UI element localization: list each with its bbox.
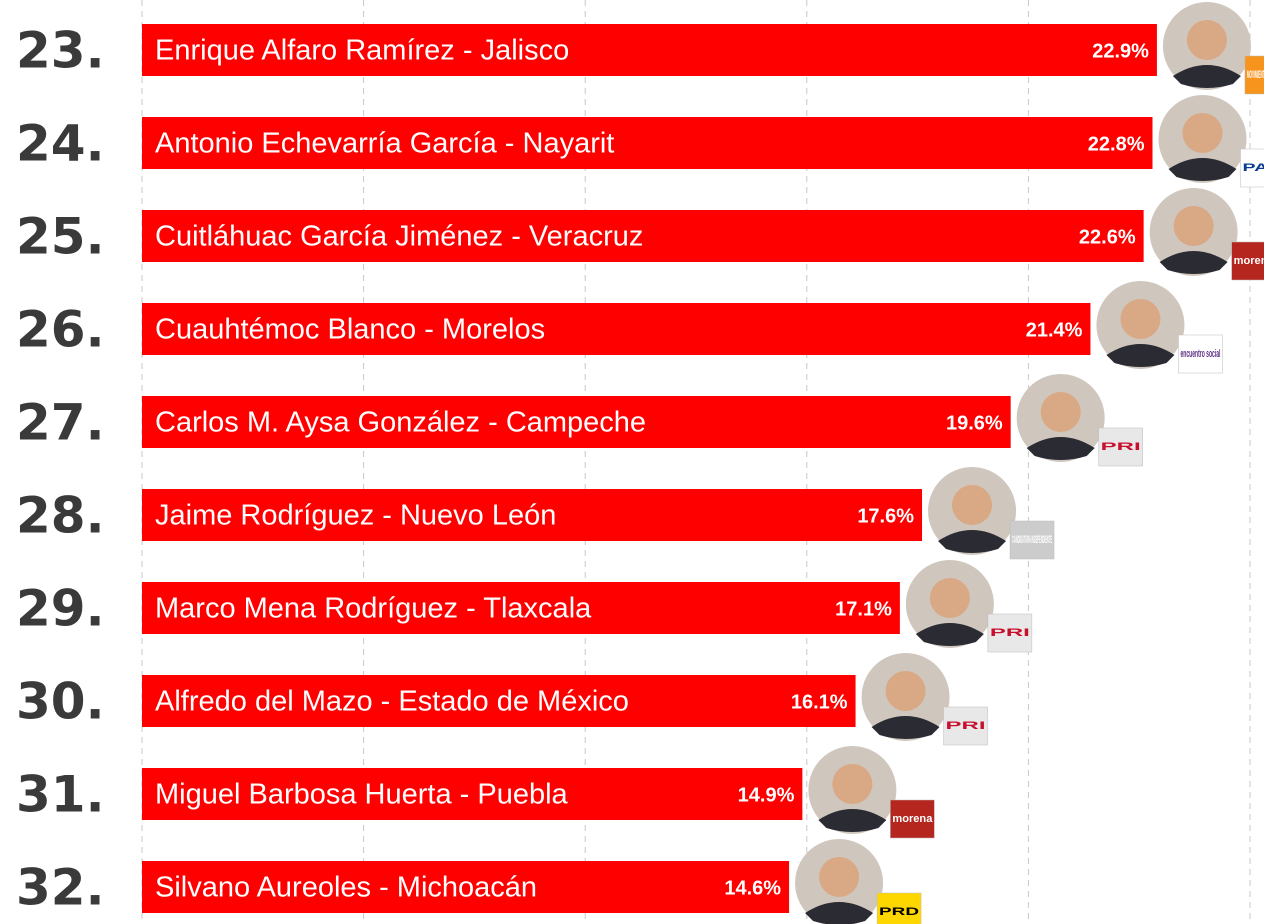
bar-label: Antonio Echevarría García - Nayarit <box>155 128 614 160</box>
photo-face <box>1120 299 1161 339</box>
bar <box>142 489 923 541</box>
rank: 27. <box>16 394 105 452</box>
bar <box>142 861 790 913</box>
photo-suit <box>805 902 874 924</box>
bar-label: Alfredo del Mazo - Estado de México <box>155 686 629 718</box>
rank: 30. <box>16 673 105 731</box>
bar-label: Carlos M. Aysa González - Campeche <box>155 407 646 439</box>
party-logo-text: PRI <box>1101 441 1141 453</box>
value-label: 22.6% <box>1079 226 1136 248</box>
value-label: 22.8% <box>1088 133 1145 155</box>
value-label: 14.9% <box>738 784 795 806</box>
bar-label: Miguel Barbosa Huerta - Puebla <box>155 779 569 811</box>
photo-face <box>819 857 860 897</box>
value-label: 17.1% <box>835 598 892 620</box>
party-logo <box>1244 55 1264 95</box>
photo-suit <box>871 716 940 739</box>
party-logo-text: morena <box>1234 255 1264 267</box>
value-label: 21.4% <box>1026 319 1083 341</box>
photo-suit <box>818 809 887 832</box>
party-logo <box>1231 241 1264 281</box>
photo-suit <box>1172 65 1241 88</box>
party-logo-text: PRD <box>879 906 919 918</box>
party-logo-text: PRI <box>946 720 986 732</box>
party-logo-text: PAN <box>1242 162 1264 174</box>
photo-face <box>952 485 993 525</box>
bar <box>142 117 1153 169</box>
party-logo-text: morena <box>892 813 933 825</box>
party-logo <box>943 706 988 746</box>
party-logo <box>1098 427 1143 467</box>
photo-suit <box>938 530 1007 553</box>
party-logo <box>1009 520 1055 560</box>
rank: 31. <box>16 766 105 824</box>
party-logo-text: MOVIMIENTO CIUDADANO <box>1247 69 1264 81</box>
bar-label: Enrique Alfaro Ramírez - Jalisco <box>155 35 569 67</box>
rank: 29. <box>16 580 105 638</box>
value-label: 17.6% <box>857 505 914 527</box>
photo-face <box>1182 113 1223 153</box>
rank: 26. <box>16 301 105 359</box>
photo-face <box>1186 20 1227 60</box>
value-label: 14.6% <box>724 877 781 899</box>
party-logo-text: PRI <box>990 627 1030 639</box>
bar-label: Cuitláhuac García Jiménez - Veracruz <box>155 221 643 253</box>
photo-suit <box>1106 344 1175 367</box>
bar <box>142 768 803 820</box>
photo-suit <box>1159 251 1228 274</box>
bar <box>142 210 1144 262</box>
rank: 25. <box>16 208 105 266</box>
bar-label: Silvano Aureoles - Michoacán <box>155 872 537 904</box>
bar <box>142 303 1091 355</box>
photo-face <box>1173 206 1214 246</box>
photo-face <box>929 578 970 618</box>
photo-suit <box>1168 158 1237 181</box>
rank: 24. <box>16 115 105 173</box>
party-logo <box>1178 334 1223 374</box>
bar <box>142 396 1011 448</box>
party-logo <box>987 613 1033 653</box>
bar-label: Marco Mena Rodríguez - Tlaxcala <box>155 593 592 625</box>
photo-face <box>885 671 926 711</box>
party-logo-text: encuentro social <box>1180 348 1220 360</box>
rank: 28. <box>16 487 105 545</box>
bar <box>142 582 900 634</box>
bar <box>142 24 1157 76</box>
bar <box>142 675 856 727</box>
bar-label: Cuauhtémoc Blanco - Morelos <box>155 314 545 346</box>
party-logo <box>1240 148 1264 188</box>
photo-suit <box>915 623 984 646</box>
party-logo-text: CANDIDATURA INDEPENDIENTE <box>1012 534 1052 546</box>
value-label: 16.1% <box>791 691 848 713</box>
rank: 23. <box>16 22 105 80</box>
party-logo <box>890 799 935 839</box>
party-logo <box>876 892 922 924</box>
value-label: 22.9% <box>1092 40 1149 62</box>
value-label: 19.6% <box>946 412 1003 434</box>
photo-face <box>832 764 873 804</box>
rank: 32. <box>16 859 105 917</box>
photo-face <box>1040 392 1081 432</box>
bar-label: Jaime Rodríguez - Nuevo León <box>155 500 556 532</box>
photo-suit <box>1026 437 1095 460</box>
